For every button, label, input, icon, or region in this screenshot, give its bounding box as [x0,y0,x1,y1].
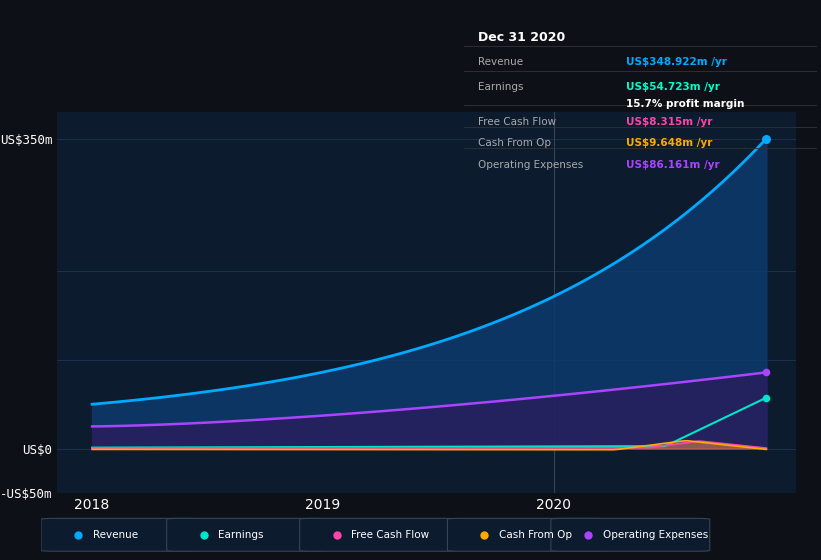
FancyBboxPatch shape [41,519,200,551]
Text: Cash From Op: Cash From Op [499,530,572,540]
FancyBboxPatch shape [300,519,458,551]
Text: US$54.723m /yr: US$54.723m /yr [626,82,720,92]
Point [759,393,773,402]
Point [759,134,773,143]
Text: 15.7% profit margin: 15.7% profit margin [626,99,745,109]
Point [759,368,773,377]
Text: Earnings: Earnings [218,530,264,540]
Text: US$86.161m /yr: US$86.161m /yr [626,160,720,170]
Text: Free Cash Flow: Free Cash Flow [478,117,556,127]
Point [581,530,594,539]
FancyBboxPatch shape [447,519,606,551]
Point [197,530,210,539]
FancyBboxPatch shape [551,519,709,551]
Text: Cash From Op: Cash From Op [478,138,551,148]
Text: US$8.315m /yr: US$8.315m /yr [626,117,713,127]
Text: Earnings: Earnings [478,82,524,92]
FancyBboxPatch shape [167,519,325,551]
Text: US$348.922m /yr: US$348.922m /yr [626,58,727,67]
Text: US$9.648m /yr: US$9.648m /yr [626,138,713,148]
Text: Operating Expenses: Operating Expenses [478,160,583,170]
Text: Operating Expenses: Operating Expenses [603,530,708,540]
Text: Revenue: Revenue [93,530,138,540]
Text: Free Cash Flow: Free Cash Flow [351,530,429,540]
Text: Dec 31 2020: Dec 31 2020 [478,31,565,44]
Text: Revenue: Revenue [478,58,523,67]
Point [71,530,85,539]
Point [478,530,491,539]
Point [330,530,343,539]
